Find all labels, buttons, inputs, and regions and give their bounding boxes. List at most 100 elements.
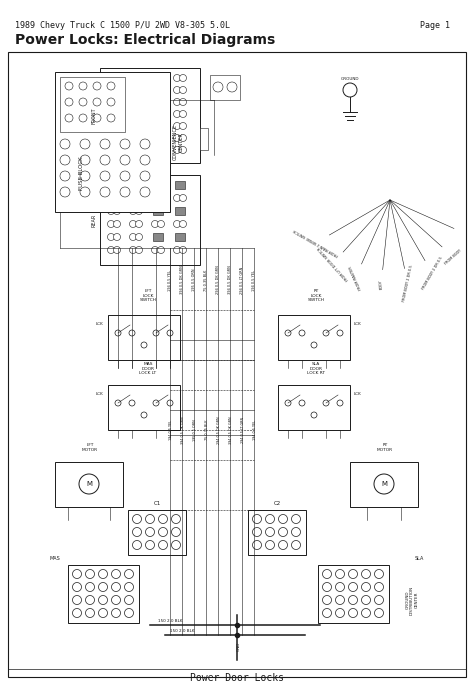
Circle shape	[157, 99, 164, 105]
Circle shape	[129, 208, 137, 214]
Circle shape	[73, 608, 82, 617]
Circle shape	[65, 114, 73, 122]
Circle shape	[180, 247, 186, 253]
Circle shape	[107, 98, 115, 106]
Bar	[278, 315, 350, 360]
Circle shape	[93, 98, 101, 106]
Circle shape	[157, 195, 164, 201]
Circle shape	[113, 221, 120, 227]
Circle shape	[129, 147, 137, 153]
Circle shape	[157, 247, 164, 253]
Circle shape	[173, 134, 181, 142]
Circle shape	[152, 110, 158, 118]
Circle shape	[79, 474, 99, 494]
Circle shape	[173, 195, 181, 201]
Circle shape	[348, 608, 357, 617]
Circle shape	[108, 86, 115, 93]
Bar	[108, 385, 180, 430]
Text: FROM MASTER: FROM MASTER	[348, 265, 363, 290]
Circle shape	[108, 75, 115, 82]
Circle shape	[129, 123, 137, 129]
Text: FRONT: FRONT	[91, 107, 97, 124]
Circle shape	[120, 155, 130, 165]
Circle shape	[173, 247, 181, 253]
Circle shape	[173, 99, 181, 105]
Circle shape	[129, 110, 137, 118]
Circle shape	[343, 83, 357, 97]
Text: 194 0.5 YEL: 194 0.5 YEL	[252, 269, 256, 290]
Text: BODY: BODY	[379, 279, 383, 290]
Bar	[248, 510, 306, 555]
Circle shape	[158, 514, 167, 523]
Circle shape	[73, 595, 82, 604]
Circle shape	[129, 182, 137, 188]
Text: 150 2.0 BLK: 150 2.0 BLK	[158, 619, 182, 623]
Circle shape	[140, 171, 150, 181]
Circle shape	[180, 147, 186, 153]
Text: LCK: LCK	[354, 392, 362, 396]
Text: REAR: REAR	[91, 213, 97, 227]
Circle shape	[113, 195, 120, 201]
Circle shape	[93, 82, 101, 90]
Text: LFT
LOCK
SWITCH: LFT LOCK SWITCH	[139, 289, 156, 302]
Text: 294 0.5 LT GRN: 294 0.5 LT GRN	[241, 417, 245, 443]
Bar	[153, 207, 163, 215]
Circle shape	[362, 569, 371, 579]
Text: GROUND
DISTRIBUTION
CENTER: GROUND DISTRIBUTION CENTER	[405, 586, 419, 614]
Circle shape	[136, 110, 143, 118]
Bar	[68, 565, 139, 623]
Circle shape	[129, 86, 137, 93]
Text: CONVENIENCE
CENTER: CONVENIENCE CENTER	[173, 124, 183, 160]
Circle shape	[120, 171, 130, 181]
Text: LCK: LCK	[354, 322, 362, 326]
Circle shape	[157, 134, 164, 142]
Circle shape	[348, 582, 357, 592]
Circle shape	[136, 75, 143, 82]
Circle shape	[100, 155, 110, 165]
Text: 294 0.5 DK GRN: 294 0.5 DK GRN	[217, 416, 221, 444]
Circle shape	[136, 99, 143, 105]
Circle shape	[136, 182, 143, 188]
Circle shape	[113, 134, 120, 142]
Circle shape	[152, 134, 158, 142]
Circle shape	[152, 86, 158, 93]
Circle shape	[152, 123, 158, 129]
Circle shape	[125, 582, 134, 592]
Circle shape	[152, 195, 158, 201]
Circle shape	[108, 134, 115, 142]
Circle shape	[113, 182, 120, 188]
Circle shape	[120, 187, 130, 197]
Text: M: M	[381, 481, 387, 487]
Circle shape	[173, 123, 181, 129]
Circle shape	[311, 412, 317, 418]
Text: SLA
DOOR
LOCK RT: SLA DOOR LOCK RT	[307, 362, 325, 375]
Circle shape	[336, 608, 345, 617]
Bar	[175, 181, 185, 189]
Circle shape	[125, 595, 134, 604]
Circle shape	[158, 540, 167, 549]
Circle shape	[115, 400, 121, 406]
Circle shape	[323, 400, 329, 406]
Bar	[350, 462, 418, 507]
Circle shape	[108, 110, 115, 118]
Text: 75 0.35 BLK: 75 0.35 BLK	[205, 420, 209, 440]
Text: 394 0.5 DK GRN: 394 0.5 DK GRN	[180, 266, 184, 295]
Circle shape	[108, 123, 115, 129]
Bar	[175, 233, 185, 241]
Circle shape	[80, 171, 90, 181]
Circle shape	[322, 608, 331, 617]
Text: 394 0.5 DK GRN: 394 0.5 DK GRN	[229, 416, 233, 444]
Circle shape	[113, 147, 120, 153]
Bar	[55, 462, 123, 507]
Circle shape	[79, 114, 87, 122]
Circle shape	[80, 187, 90, 197]
Circle shape	[172, 540, 181, 549]
Circle shape	[65, 82, 73, 90]
Circle shape	[285, 400, 291, 406]
Circle shape	[100, 139, 110, 149]
Text: 394 0.5 DK GRN: 394 0.5 DK GRN	[181, 416, 185, 444]
Circle shape	[60, 155, 70, 165]
Circle shape	[180, 134, 186, 142]
Circle shape	[279, 527, 288, 536]
Circle shape	[108, 221, 115, 227]
